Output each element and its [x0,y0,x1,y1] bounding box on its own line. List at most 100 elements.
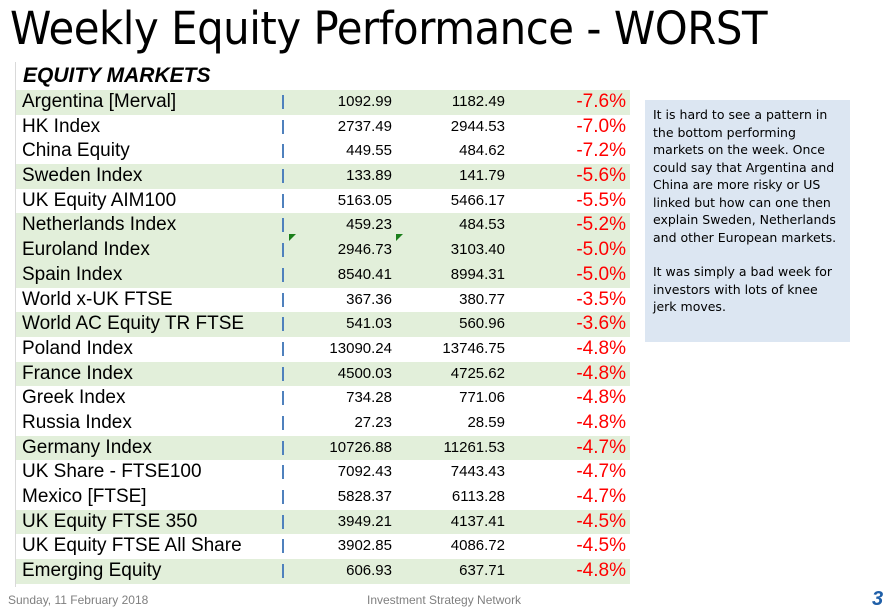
commentary-box: It is hard to see a pattern in the botto… [645,100,850,342]
current-value: 8540.41 [337,265,392,283]
table-row: Russia Index 27.23 28.59 -4.8% [16,411,630,436]
current-value: 2737.49 [337,117,392,135]
weekly-change: -4.5% [576,510,626,532]
weekly-change: -4.5% [576,535,626,557]
bar-marker [282,440,284,455]
market-name: UK Equity FTSE All Share [22,535,242,557]
previous-value: 3103.40 [450,241,505,259]
table-row: World AC Equity TR FTSE 541.03 560.96 -3.6% [16,312,630,337]
current-value: 541.03 [346,315,392,333]
current-value: 7092.43 [337,463,392,481]
previous-value: 637.71 [459,562,505,580]
market-name: Greek Index [22,387,126,409]
weekly-change: -4.7% [576,461,626,483]
bar-marker [282,415,284,430]
table-row: UK Equity FTSE 350 3949.21 4137.41 -4.5% [16,509,630,535]
table-row: Argentina [Merval] 1092.99 1182.49 -7.6% [16,90,630,115]
market-name: Russia Index [22,411,132,433]
previous-value: 484.53 [459,216,505,234]
market-name: Emerging Equity [22,560,162,582]
weekly-change: -4.8% [576,362,626,384]
market-name: World AC Equity TR FTSE [22,313,245,335]
table-row: Greek Index 734.28 771.06 -4.8% [16,386,630,411]
previous-value: 2944.53 [450,117,505,135]
market-name: Poland Index [22,337,133,359]
current-value: 133.89 [346,167,392,185]
market-name: Argentina [Merval] [22,91,177,112]
bar-marker [282,317,284,332]
weekly-change: -4.7% [576,486,626,507]
current-value: 449.55 [346,142,392,160]
error-indicator-icon [396,234,403,242]
previous-value: 4725.62 [450,364,505,382]
market-name: UK Share - FTSE100 [22,461,202,483]
current-value: 10726.88 [329,438,392,456]
previous-value: 5466.17 [450,191,505,209]
table-row: Netherlands Index 459.23 484.53 -5.2% [16,213,630,239]
current-value: 459.23 [346,216,392,234]
weekly-change: -4.8% [576,337,626,359]
divider [15,62,16,587]
bar-marker [282,514,284,529]
previous-value: 560.96 [459,315,505,333]
previous-value: 484.62 [459,142,505,160]
bar-marker [282,564,284,579]
bar-marker [282,193,284,208]
table-row: UK Equity AIM100 5163.05 5466.17 -5.5% [16,189,630,214]
market-name: France Index [22,362,133,384]
weekly-change: -5.2% [576,214,626,236]
previous-value: 380.77 [459,290,505,308]
market-name: China Equity [22,140,130,162]
current-value: 5163.05 [337,191,392,209]
commentary-paragraph: It was simply a bad week for investors w… [653,264,833,314]
current-value: 606.93 [346,562,392,580]
previous-value: 28.59 [467,413,505,431]
bar-marker [282,366,284,381]
table-row: Spain Index 8540.41 8994.31 -5.0% [16,262,630,288]
market-name: UK Equity AIM100 [22,189,177,211]
current-value: 27.23 [354,413,392,431]
market-name: Spain Index [22,263,123,285]
section-heading: EQUITY MARKETS [23,64,211,87]
current-value: 3902.85 [337,537,392,555]
current-value: 1092.99 [337,93,392,110]
previous-value: 11261.53 [443,438,505,456]
bar-marker [282,465,284,480]
current-value: 13090.24 [329,339,392,357]
previous-value: 4137.41 [450,512,505,530]
weekly-change: -3.6% [576,313,626,335]
previous-value: 8994.31 [450,265,505,283]
page-title: Weekly Equity Performance - WORST [10,2,768,55]
weekly-change: -7.6% [576,91,626,112]
commentary-paragraph: It is hard to see a pattern in the botto… [653,107,837,245]
market-name: HK Index [22,115,101,137]
previous-value: 1182.49 [451,93,505,110]
current-value: 3949.21 [337,512,392,530]
previous-value: 7443.43 [450,463,505,481]
weekly-change: -4.7% [576,436,626,458]
table-row: China Equity 449.55 484.62 -7.2% [16,139,630,164]
table-row: Euroland Index 2946.73 3103.40 -5.0% [16,234,630,263]
page-number: 3 [872,588,884,610]
weekly-change: -4.8% [576,411,626,433]
table-row: UK Share - FTSE100 7092.43 7443.43 -4.7% [16,460,630,485]
current-value: 4500.03 [337,364,392,382]
market-name: Mexico [FTSE] [22,486,147,507]
bar-marker [282,267,284,282]
bar-marker [282,95,284,109]
footer-date: Sunday, 11 February 2018 [8,593,149,607]
error-indicator-icon [289,234,296,242]
bar-marker [282,391,284,406]
market-name: UK Equity FTSE 350 [22,510,198,532]
bar-marker [282,341,284,356]
current-value: 734.28 [346,389,392,407]
bar-marker [282,144,284,159]
weekly-change: -5.6% [576,165,626,187]
footer-organization: Investment Strategy Network [367,593,522,607]
bar-marker [282,490,284,504]
table-row: Sweden Index 133.89 141.79 -5.6% [16,164,630,189]
table-row: Mexico [FTSE] 5828.37 6113.28 -4.7% [16,485,630,510]
weekly-change: -3.5% [576,288,626,310]
table-row: Germany Index 10726.88 11261.53 -4.7% [16,435,630,461]
table-row: HK Index 2737.49 2944.53 -7.0% [16,115,630,140]
